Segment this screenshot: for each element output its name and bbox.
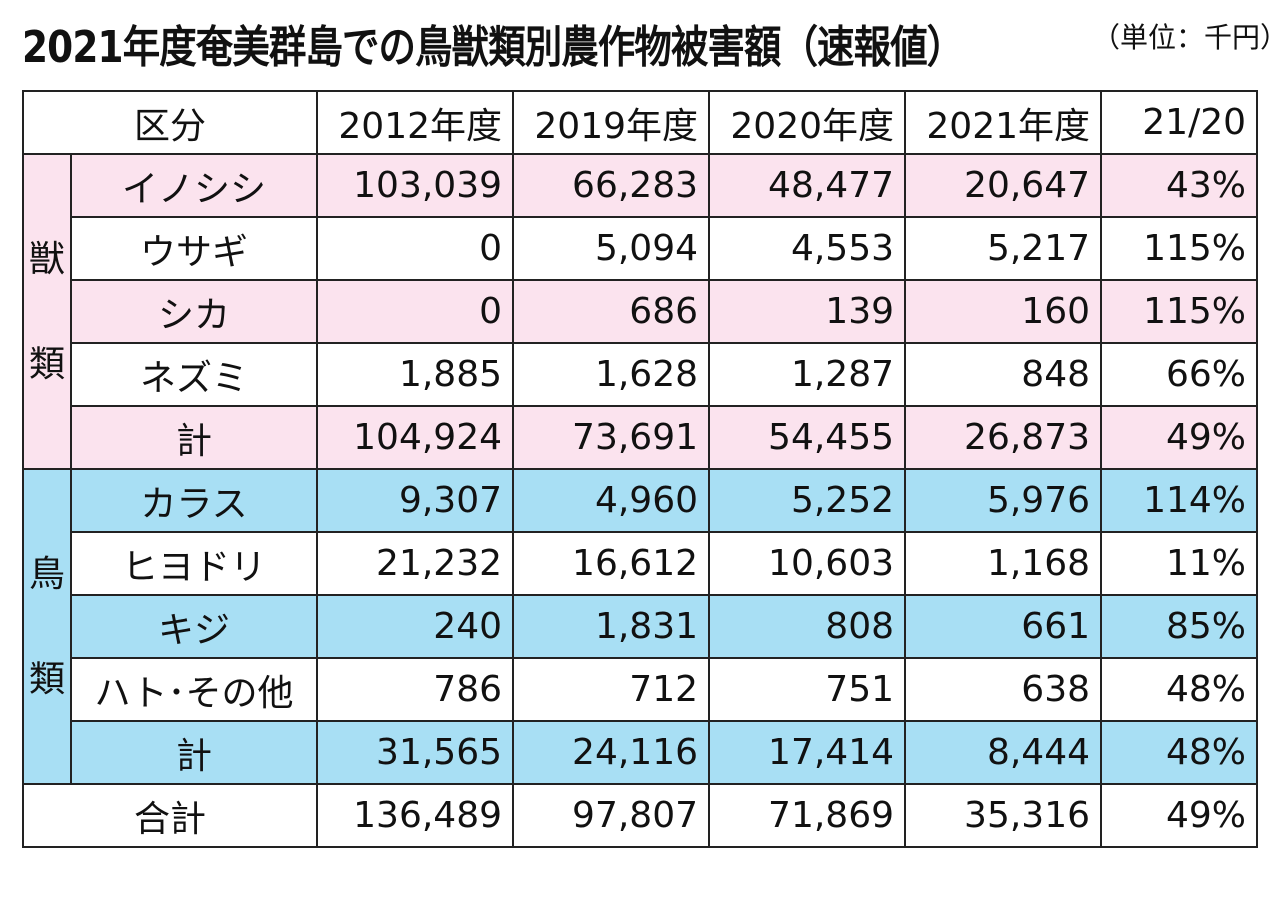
value-2021: 5,217 [904,216,1103,281]
grand-total-value-2012: 136,489 [316,783,515,848]
grand-total-row: 合計 136,489 97,807 71,869 35,316 49% [21,783,1259,848]
grand-total-value-ratio: 49% [1100,783,1259,848]
value-2021: 1,168 [904,531,1103,596]
beast-row: 計 104,924 73,691 54,455 26,873 49% [23,405,1259,470]
value-2012: 0 [316,279,515,344]
value-2021: 26,873 [904,405,1103,470]
value-2012: 31,565 [316,720,515,785]
bird-row-label: 計 [69,720,319,785]
value-2012: 9,307 [316,468,515,533]
value-ratio: 49% [1100,405,1259,470]
value-2019: 5,094 [512,216,711,281]
header-2012: 2012年度 [316,90,515,155]
value-2019: 1,628 [512,342,711,407]
value-2012: 103,039 [316,153,515,218]
value-2019: 73,691 [512,405,711,470]
value-ratio: 115% [1100,216,1259,281]
value-ratio: 85% [1100,594,1259,659]
header-ratio: 21/20 [1100,90,1259,155]
value-ratio: 48% [1100,657,1259,722]
bird-group-label: 鳥類 [22,468,72,785]
title-row: 2021年度奄美群島での鳥獣類別農作物被害額（速報値） [22,8,1262,78]
value-2020: 48,477 [708,153,907,218]
value-2019: 1,831 [512,594,711,659]
bird-row: ヒヨドリ 21,232 16,612 10,603 1,168 11% [23,531,1259,596]
value-2021: 638 [904,657,1103,722]
value-2019: 686 [512,279,711,344]
value-2020: 1,287 [708,342,907,407]
value-ratio: 66% [1100,342,1259,407]
value-2021: 8,444 [904,720,1103,785]
value-2020: 10,603 [708,531,907,596]
value-2020: 54,455 [708,405,907,470]
bird-row: キジ 240 1,831 808 661 85% [23,594,1259,659]
value-2020: 4,553 [708,216,907,281]
value-2019: 24,116 [512,720,711,785]
beast-group-label: 獣類 [22,153,72,470]
damage-table: 区分 2012年度 2019年度 2020年度 2021年度 21/20 獣類イ… [21,90,1259,848]
header-2020: 2020年度 [708,90,907,155]
value-ratio: 115% [1100,279,1259,344]
value-ratio: 114% [1100,468,1259,533]
beast-row-label: ウサギ [69,216,319,281]
value-2021: 848 [904,342,1103,407]
bird-row: 鳥類カラス 9,307 4,960 5,252 5,976 114% [22,468,1259,785]
value-2020: 139 [708,279,907,344]
value-ratio: 43% [1100,153,1259,218]
beast-row-label: イノシシ [69,153,319,218]
beast-row-label: シカ [69,279,319,344]
bird-row: 計 31,565 24,116 17,414 8,444 48% [23,720,1259,785]
page-title: 2021年度奄美群島での鳥獣類別農作物被害額（速報値） [22,22,964,73]
header-category: 区分 [21,90,319,155]
value-2020: 808 [708,594,907,659]
value-2021: 5,976 [904,468,1103,533]
bird-row: ハト･その他 786 712 751 638 48% [23,657,1259,722]
bird-group-char-1: 鳥 [29,553,66,595]
beast-row-label: ネズミ [69,342,319,407]
bird-row-label: カラス [69,468,319,533]
grand-total-value-2021: 35,316 [904,783,1103,848]
value-2021: 20,647 [904,153,1103,218]
value-ratio: 48% [1100,720,1259,785]
beast-group-char-2: 類 [29,343,66,385]
value-2019: 16,612 [512,531,711,596]
value-2012: 0 [316,216,515,281]
beast-row-label: 計 [69,405,319,470]
beast-row: ネズミ 1,885 1,628 1,287 848 66% [23,342,1259,407]
beast-row: ウサギ 0 5,094 4,553 5,217 115% [23,216,1259,281]
table-body: 区分 2012年度 2019年度 2020年度 2021年度 21/20 獣類イ… [21,90,1259,848]
grand-total-value-2019: 97,807 [512,783,711,848]
unit-note: （単位：千円） [1092,21,1280,54]
header-2019: 2019年度 [512,90,711,155]
value-2012: 1,885 [316,342,515,407]
value-2012: 240 [316,594,515,659]
beast-row: 獣類イノシシ 103,039 66,283 48,477 20,647 43% [22,153,1259,470]
bird-row-label: キジ [69,594,319,659]
value-2019: 4,960 [512,468,711,533]
beast-group-char-1: 獣 [29,238,66,280]
value-2012: 21,232 [316,531,515,596]
header-row: 区分 2012年度 2019年度 2020年度 2021年度 21/20 [21,90,1259,155]
value-2021: 160 [904,279,1103,344]
value-2012: 786 [316,657,515,722]
value-ratio: 11% [1100,531,1259,596]
header-2021: 2021年度 [904,90,1103,155]
value-2020: 17,414 [708,720,907,785]
grand-total-value-2020: 71,869 [708,783,907,848]
grand-total-label: 合計 [21,783,319,848]
value-2020: 751 [708,657,907,722]
value-2019: 712 [512,657,711,722]
bird-row-label: ハト･その他 [69,657,319,722]
bird-row-label: ヒヨドリ [69,531,319,596]
beast-row: シカ 0 686 139 160 115% [23,279,1259,344]
bird-group-char-2: 類 [29,658,66,700]
value-2020: 5,252 [708,468,907,533]
value-2012: 104,924 [316,405,515,470]
value-2021: 661 [904,594,1103,659]
value-2019: 66,283 [512,153,711,218]
